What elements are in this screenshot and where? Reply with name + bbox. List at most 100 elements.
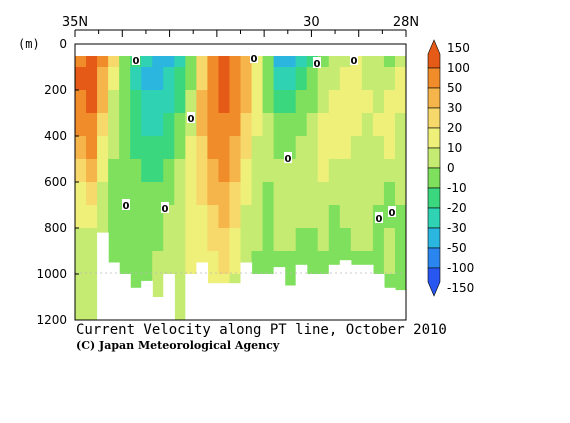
velocity-cell bbox=[339, 90, 352, 114]
velocity-cell bbox=[394, 90, 406, 114]
velocity-cell bbox=[339, 182, 352, 206]
velocity-cell bbox=[273, 251, 286, 275]
velocity-cell bbox=[394, 159, 406, 183]
velocity-cell bbox=[196, 228, 208, 252]
velocity-cell bbox=[141, 67, 153, 91]
velocity-cell bbox=[130, 67, 142, 91]
credit-line: (C) Japan Meteorological Agency bbox=[76, 339, 280, 352]
depth-tick-label: 200 bbox=[44, 83, 67, 97]
velocity-cell bbox=[141, 136, 153, 160]
velocity-cell bbox=[108, 113, 120, 137]
velocity-cell bbox=[75, 205, 87, 229]
velocity-cell bbox=[262, 90, 275, 114]
velocity-cell bbox=[295, 136, 308, 160]
velocity-cell bbox=[86, 274, 98, 298]
velocity-cell bbox=[240, 228, 253, 252]
velocity-cell bbox=[174, 228, 186, 252]
velocity-cell bbox=[339, 159, 352, 183]
zero-label-bg bbox=[375, 212, 383, 223]
velocity-cell bbox=[350, 67, 363, 91]
velocity-cell bbox=[141, 90, 153, 114]
colorbar-label: 20 bbox=[447, 121, 462, 135]
zero-contour-label: 0 bbox=[389, 208, 396, 219]
no-data-region bbox=[185, 274, 197, 320]
no-data-region bbox=[372, 274, 385, 320]
velocity-cell bbox=[174, 274, 186, 298]
velocity-cell bbox=[119, 251, 131, 275]
colorbar-label: 150 bbox=[447, 41, 470, 55]
no-data-region bbox=[295, 264, 308, 320]
velocity-cell bbox=[251, 228, 264, 252]
velocity-cell bbox=[86, 136, 98, 160]
velocity-cell bbox=[163, 113, 175, 137]
velocity-cell bbox=[86, 228, 98, 252]
velocity-cell bbox=[284, 90, 297, 114]
velocity-cell bbox=[185, 113, 197, 137]
velocity-cell bbox=[97, 136, 109, 160]
velocity-cell bbox=[75, 182, 87, 206]
velocity-cell bbox=[372, 90, 385, 114]
velocity-cell bbox=[262, 228, 275, 252]
velocity-cell bbox=[185, 228, 197, 252]
velocity-cell bbox=[306, 228, 319, 252]
velocity-cell bbox=[306, 251, 319, 275]
velocity-cell bbox=[372, 251, 385, 275]
velocity-cell bbox=[86, 297, 98, 320]
velocity-cell bbox=[350, 159, 363, 183]
velocity-cell bbox=[86, 205, 98, 229]
depth-axis: 0 200 400 600 800 1000 1200 bbox=[36, 37, 79, 327]
velocity-cell bbox=[339, 136, 352, 160]
velocity-cell bbox=[196, 182, 208, 206]
velocity-cell bbox=[284, 228, 297, 252]
velocity-cell bbox=[339, 67, 352, 91]
no-data-region bbox=[240, 262, 253, 320]
velocity-cell bbox=[218, 251, 231, 275]
velocity-cell bbox=[152, 159, 164, 183]
velocity-cell bbox=[75, 90, 87, 114]
velocity-cell bbox=[86, 159, 98, 183]
velocity-cell bbox=[317, 136, 330, 160]
velocity-cell bbox=[394, 113, 406, 137]
velocity-cell bbox=[86, 251, 98, 275]
velocity-cell bbox=[207, 228, 220, 252]
velocity-cell bbox=[152, 228, 164, 252]
velocity-cell bbox=[141, 205, 153, 229]
velocity-cell bbox=[361, 67, 374, 91]
velocity-cell bbox=[130, 251, 142, 275]
zero-label-bg bbox=[161, 202, 169, 213]
velocity-cell bbox=[185, 67, 197, 91]
velocity-cell bbox=[174, 159, 186, 183]
velocity-cell bbox=[372, 228, 385, 252]
colorbar-label: 0 bbox=[447, 161, 455, 175]
velocity-cell bbox=[185, 136, 197, 160]
velocity-cell bbox=[361, 251, 374, 275]
velocity-cell bbox=[383, 90, 396, 114]
velocity-cell bbox=[141, 159, 153, 183]
velocity-cell bbox=[130, 274, 142, 298]
velocity-cell bbox=[119, 182, 131, 206]
velocity-cell bbox=[229, 182, 242, 206]
velocity-cell bbox=[141, 113, 153, 137]
velocity-cell bbox=[240, 113, 253, 137]
velocity-cell bbox=[185, 251, 197, 275]
velocity-cell bbox=[119, 113, 131, 137]
velocity-cell bbox=[152, 90, 164, 114]
no-data-region bbox=[273, 267, 286, 320]
colorbar-label: 10 bbox=[447, 141, 462, 155]
velocity-cell bbox=[350, 90, 363, 114]
velocity-cell bbox=[174, 297, 186, 320]
colorbar-segment bbox=[427, 39, 441, 69]
velocity-cell bbox=[251, 136, 264, 160]
velocity-cell bbox=[119, 136, 131, 160]
velocity-cell bbox=[394, 251, 406, 275]
velocity-cell bbox=[350, 205, 363, 229]
no-data-region bbox=[152, 297, 164, 320]
no-data-region bbox=[218, 283, 231, 320]
depth-tick-label: 0 bbox=[59, 37, 67, 51]
velocity-cell bbox=[328, 182, 341, 206]
velocity-cell bbox=[108, 159, 120, 183]
velocity-cell bbox=[108, 205, 120, 229]
velocity-cell bbox=[174, 136, 186, 160]
velocity-cell bbox=[141, 251, 153, 275]
